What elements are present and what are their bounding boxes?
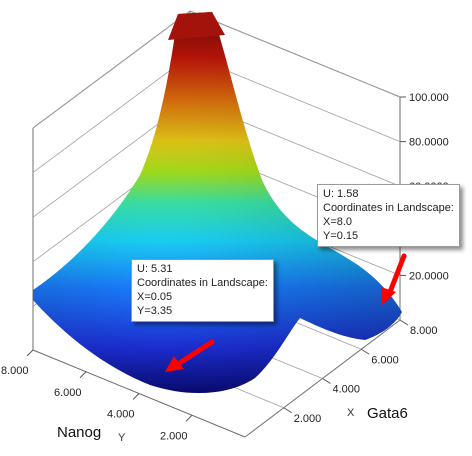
- tooltip-upper-line-3: X=8.0: [323, 216, 353, 228]
- tooltip-lower-line-1: U: 5.31: [137, 263, 173, 275]
- y-tick-label: 6.000: [54, 387, 82, 399]
- tooltip-lower: U: 5.31 Coordinates in Landscape: X=0.05…: [131, 259, 274, 322]
- tooltip-upper-line-1: U: 1.58: [323, 188, 359, 200]
- annotation-arrows: [165, 253, 407, 372]
- x-tick-mark: [283, 407, 293, 414]
- y-axis-letter: Y: [118, 432, 126, 444]
- arrow-to-tip1: [381, 253, 407, 305]
- x-tick-label: 2.000: [294, 413, 322, 425]
- x-tick-mark: [360, 348, 370, 355]
- tooltip-upper-line-4: Y=0.15: [323, 230, 359, 242]
- x-tick-mark: [399, 319, 409, 326]
- y-tick-label: 8.000: [1, 365, 29, 377]
- tooltip-upper: U: 1.58 Coordinates in Landscape: X=8.0 …: [317, 184, 460, 247]
- tooltip-upper-line-2: Coordinates in Landscape:: [323, 202, 454, 214]
- z-grid-line: [189, 10, 401, 98]
- y-axis-ticks: 8.000 6.000 4.000 2.000: [1, 349, 193, 442]
- y-tick-mark: [132, 393, 140, 400]
- x-tick-label: 4.000: [333, 384, 361, 396]
- x-tick-label: 6.000: [371, 354, 399, 366]
- z-tick-label: 100.000: [409, 92, 449, 104]
- energy-surface: [33, 12, 402, 394]
- tooltip-lower-line-3: X=0.05: [137, 291, 173, 303]
- y-tick-label: 4.000: [107, 409, 135, 421]
- y-tick-mark: [26, 349, 34, 357]
- tooltip-lower-line-4: Y=3.35: [137, 305, 173, 317]
- x-tick-label: 8.000: [410, 325, 438, 337]
- arrow-to-tip2: [165, 339, 215, 372]
- y-tick-label: 2.000: [160, 430, 188, 442]
- x-axis-ticks: 2.000 4.000 6.000 8.000: [283, 319, 438, 425]
- x-axis-title: Gata6: [367, 405, 408, 422]
- y-tick-mark: [79, 371, 87, 379]
- tooltip-lower-line-2: Coordinates in Landscape:: [137, 277, 268, 289]
- x-axis-letter: X: [347, 407, 355, 419]
- z-grid-line-left: [32, 55, 191, 173]
- z-grid-line-left: [32, 10, 191, 129]
- z-tick-label: 80.0000: [409, 137, 449, 149]
- y-axis-title: Nanog: [57, 424, 101, 441]
- y-tick-mark: [185, 414, 193, 422]
- x-tick-mark: [322, 378, 331, 384]
- z-tick-label: 20.0000: [409, 270, 449, 282]
